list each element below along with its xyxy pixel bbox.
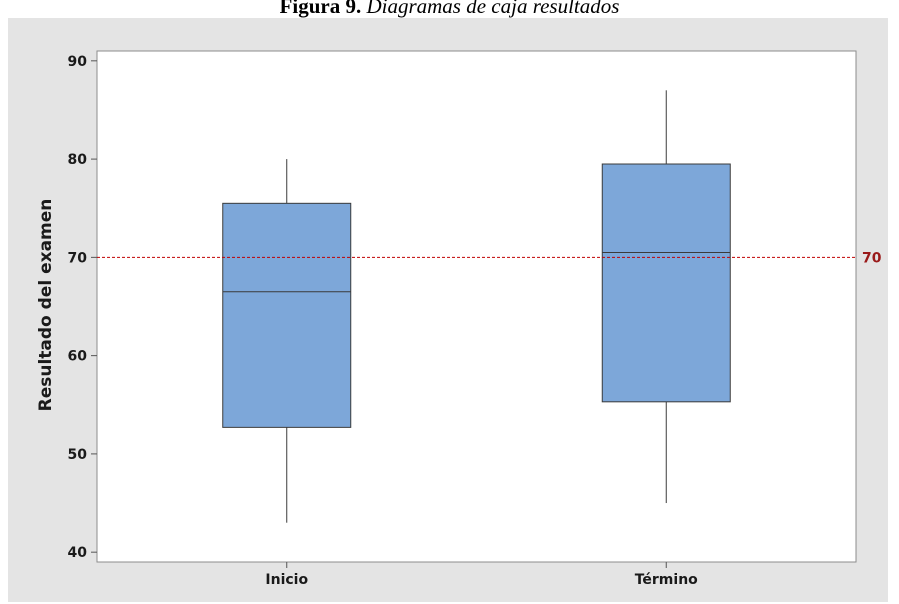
box-series-2 [601, 163, 731, 403]
y-axis-title: Resultado del examen [36, 199, 56, 412]
reference-line-label: 70 [862, 250, 882, 266]
box-series-1 [222, 202, 352, 428]
y-tick-label-80: 80 [68, 152, 88, 168]
boxes [222, 90, 731, 523]
caption-text: Diagramas de caja resultados [366, 0, 620, 18]
y-tick-label-90: 90 [68, 54, 88, 70]
reference-line-group: 70 [97, 250, 882, 266]
y-axis: 40 50 60 70 80 90 [68, 54, 97, 561]
caption-label: Figura 9. [279, 0, 362, 18]
x-tick-label-1: Inicio [265, 572, 308, 588]
figure-caption: Figura 9. Diagramas de caja resultados [0, 0, 899, 18]
plot-area [96, 50, 857, 563]
x-axis: Inicio Término [265, 562, 698, 588]
y-tick-label-40: 40 [68, 545, 88, 561]
y-tick-label-70: 70 [68, 250, 88, 266]
y-tick-label-60: 60 [68, 349, 88, 365]
x-tick-label-2: Término [635, 572, 698, 588]
y-tick-label-50: 50 [68, 447, 88, 463]
